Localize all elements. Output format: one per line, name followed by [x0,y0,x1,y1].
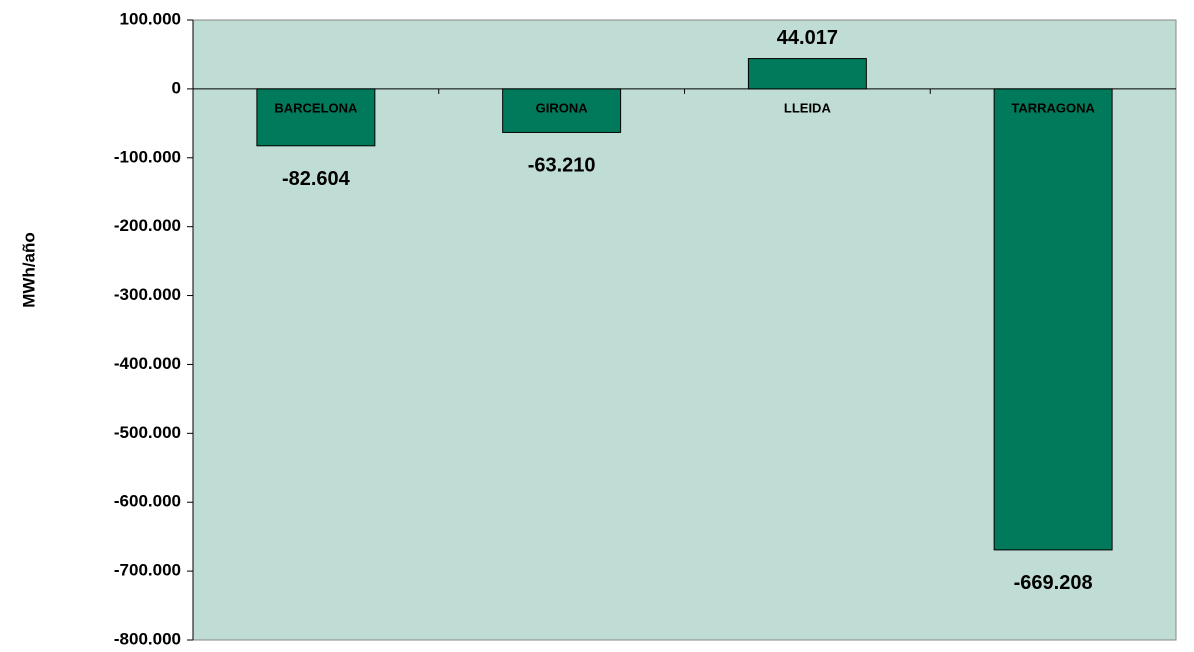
x-tick-label: TARRAGONA [1011,100,1095,115]
value-label: -82.604 [282,168,351,190]
y-tick-label: -600.000 [114,492,181,511]
value-label: 44.017 [777,27,838,49]
value-label: -669.208 [1014,572,1093,594]
bar [502,88,622,133]
value-label: -63.210 [528,155,596,177]
bar [993,88,1113,551]
y-tick-label: 100.000 [120,9,181,28]
x-tick-label: LLEIDA [784,100,832,115]
y-tick-label: -800.000 [114,629,181,648]
y-tick-label: -300.000 [114,285,181,304]
y-tick-label: -100.000 [114,147,181,166]
bar [256,88,376,147]
x-tick-label: GIRONA [536,100,589,115]
y-tick-label: -400.000 [114,354,181,373]
y-tick-label: -500.000 [114,423,181,442]
x-tick-label: BARCELONA [274,100,358,115]
y-axis-label: MWh/año [19,232,38,308]
bar [747,58,867,90]
y-tick-label: 0 [172,78,181,97]
y-tick-label: -200.000 [114,216,181,235]
y-tick-label: -700.000 [114,561,181,580]
